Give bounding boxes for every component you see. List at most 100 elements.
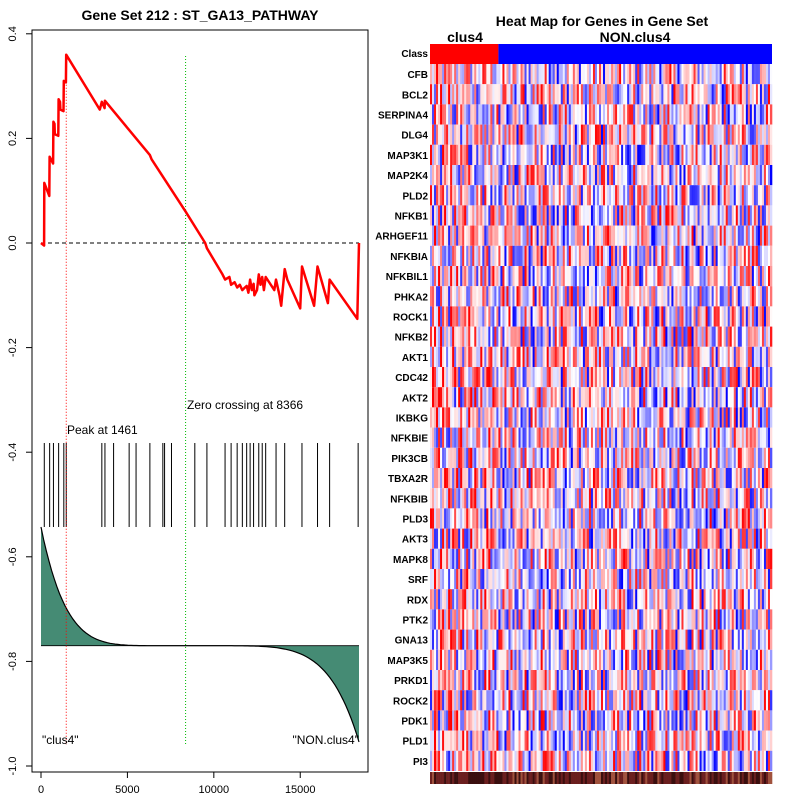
heat-cell (705, 144, 708, 165)
heat-cell (530, 629, 533, 650)
heat-cell (625, 326, 628, 347)
heat-cell (494, 427, 497, 448)
heat-cell (568, 64, 572, 85)
heat-cell (458, 629, 461, 650)
heat-cell (721, 124, 725, 145)
heat-cell (705, 468, 708, 489)
heat-cell (635, 387, 638, 408)
heat-cell (438, 84, 441, 105)
heat-cell (683, 609, 686, 630)
heat-cell (582, 84, 586, 105)
heat-cell (564, 266, 568, 287)
heat-cell (657, 407, 660, 428)
heat-cell (550, 528, 554, 549)
heat-cell (641, 387, 644, 408)
heat-cell (492, 124, 495, 145)
heat-cell (627, 144, 630, 165)
heat-cell (659, 306, 662, 327)
x-axis: 0 5000 10000 15000 (38, 771, 316, 796)
heat-cell (741, 367, 745, 388)
heat-cell (707, 407, 710, 428)
heat-cell (711, 609, 714, 630)
heat-cell (763, 488, 767, 509)
heat-cell (562, 528, 566, 549)
heat-cell (478, 508, 481, 529)
heat-cell (492, 64, 495, 85)
heat-cell (546, 468, 549, 489)
heat-cell (486, 266, 489, 287)
heat-cell (458, 407, 461, 428)
heat-cell (669, 447, 672, 468)
heat-cell (723, 144, 727, 165)
heat-cell (570, 326, 574, 347)
heat-cell (607, 84, 610, 105)
heat-cell (625, 589, 628, 610)
heat-cell (639, 124, 642, 145)
heat-cell (697, 165, 700, 186)
heat-cell (689, 569, 692, 590)
heat-cell (550, 508, 554, 529)
heat-cell (723, 609, 727, 630)
heat-cell (627, 225, 630, 246)
heat-cell (687, 468, 690, 489)
heat-cell (486, 407, 489, 428)
heat-cell (576, 609, 580, 630)
heat-cell (701, 609, 704, 630)
heat-cell (733, 528, 737, 549)
heat-cell (524, 367, 527, 388)
heat-cell (448, 165, 451, 186)
heat-cell (689, 104, 692, 125)
heat-cell (494, 569, 497, 590)
heat-cell (450, 286, 453, 307)
heat-cell (765, 367, 769, 388)
heat-cell (679, 427, 682, 448)
heat-cell (478, 629, 481, 650)
heat-cell (546, 225, 549, 246)
heat-cell (450, 528, 453, 549)
heat-cell (596, 468, 600, 489)
heat-cell (442, 427, 445, 448)
heat-cell (627, 266, 630, 287)
heat-cell (574, 165, 578, 186)
heat-cell (733, 488, 737, 509)
heat-cell (631, 225, 634, 246)
heat-cell (619, 124, 622, 145)
heat-cell (530, 346, 533, 367)
heat-cell (707, 609, 710, 630)
heat-cell (558, 407, 562, 428)
heat-cell (739, 64, 743, 85)
heat-cell (554, 286, 558, 307)
heat-cell (530, 548, 533, 569)
heat-cell (598, 488, 602, 509)
heat-cell (721, 306, 725, 327)
heat-cell (647, 144, 650, 165)
heat-cell (434, 165, 437, 186)
heat-cell (566, 225, 570, 246)
heat-cell (661, 346, 664, 367)
heat-cell (639, 64, 642, 85)
heat-cell (691, 185, 694, 206)
heat-cell (454, 508, 457, 529)
heat-cell (691, 104, 694, 125)
heat-cell (683, 266, 686, 287)
heat-cell (466, 185, 469, 206)
heat-cell (520, 528, 523, 549)
heat-cell (456, 326, 459, 347)
heat-cell (440, 589, 443, 610)
heat-cell (440, 468, 443, 489)
heat-cell (653, 468, 656, 489)
heat-cell (651, 346, 654, 367)
heat-cell (641, 205, 644, 226)
heat-cell (584, 629, 588, 650)
heat-cell (705, 245, 708, 266)
heat-cell (669, 124, 672, 145)
heat-cell (769, 569, 773, 590)
heat-cell (633, 64, 636, 85)
heat-cell (488, 306, 491, 327)
heat-cell (623, 306, 626, 327)
heat-cell (434, 185, 437, 206)
heat-cell (765, 144, 769, 165)
heat-cell (751, 326, 755, 347)
heat-cell (747, 165, 751, 186)
heat-cell (450, 468, 453, 489)
